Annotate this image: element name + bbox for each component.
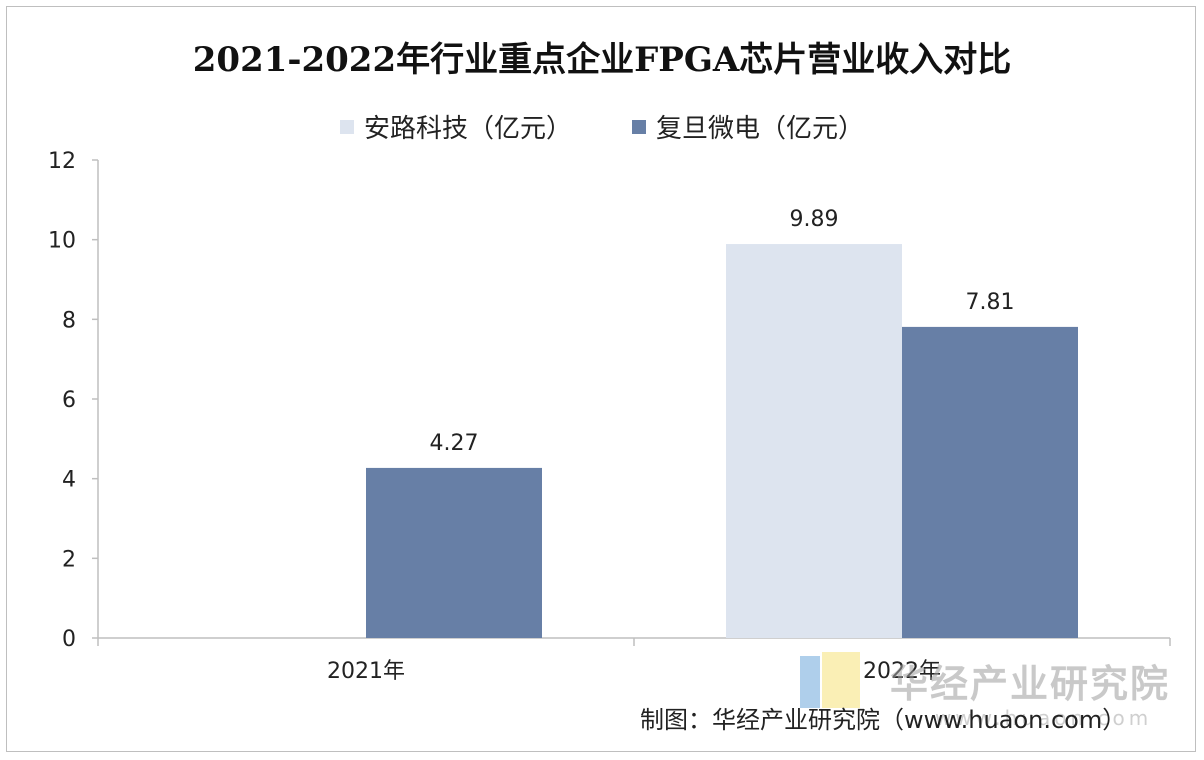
- legend-label-series-1: 安路科技（亿元）: [363, 114, 572, 144]
- source-note: 制图：华经产业研究院（www.huaon.com）: [640, 706, 1127, 734]
- y-tick-label: 8: [62, 308, 76, 333]
- y-tick-label: 12: [48, 149, 76, 174]
- chart-legend: 安路科技（亿元） 复旦微电（亿元）: [0, 108, 1204, 145]
- watermark-logo: [800, 652, 860, 708]
- legend-item-series-1: 安路科技（亿元）: [339, 108, 572, 145]
- data-label-1-2: 9.89: [790, 207, 839, 232]
- watermark-text: 华经产业研究院: [890, 661, 1171, 706]
- legend-label-series-2: 复旦微电（亿元）: [656, 114, 865, 144]
- y-tick-label: 10: [48, 229, 76, 254]
- y-tick-label: 6: [62, 388, 76, 413]
- y-tick-label: 0: [62, 627, 76, 652]
- x-category-label: 2022年: [863, 659, 941, 684]
- bar-2-2: [902, 326, 1078, 638]
- chart-title: 2021-2022年行业重点企业FPGA芯片营业收入对比: [192, 40, 1012, 80]
- y-tick-label: 2: [62, 547, 76, 572]
- y-tick-label: 4: [62, 468, 76, 493]
- watermark: 华经产业研究院: [800, 652, 1170, 708]
- data-label-2-2: 7.81: [966, 290, 1015, 315]
- legend-swatch-series-1: [339, 119, 354, 134]
- legend-swatch-series-2: [632, 119, 646, 134]
- watermark-url: www.huaon.com: [935, 706, 1153, 730]
- data-label-2-1: 4.27: [430, 431, 479, 456]
- bar-2-1: [366, 467, 542, 638]
- bar-1-2: [726, 244, 902, 638]
- x-category-label: 2021年: [327, 659, 405, 684]
- legend-item-series-2: 复旦微电（亿元）: [632, 108, 864, 145]
